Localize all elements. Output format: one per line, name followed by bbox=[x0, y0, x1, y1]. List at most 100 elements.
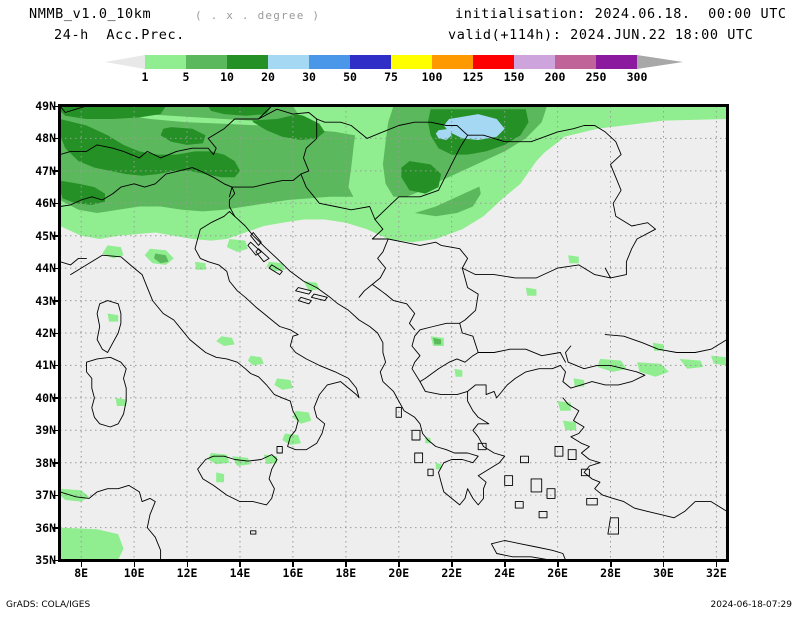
lon-tick-32E bbox=[715, 562, 718, 567]
lat-label-48N: 48N bbox=[35, 131, 56, 146]
colorbar-tick-250: 250 bbox=[585, 70, 607, 84]
border-gr-tr bbox=[559, 352, 566, 363]
lon-label-28E: 28E bbox=[600, 566, 621, 580]
coastline-island-2 bbox=[530, 478, 543, 493]
border-bg-ro-danube bbox=[387, 228, 656, 279]
coastline-dalmatian-island-6 bbox=[297, 296, 312, 305]
coastline-island-15 bbox=[554, 446, 564, 457]
colorbar-bands bbox=[145, 55, 637, 69]
border-bg-ro-east bbox=[604, 267, 611, 279]
coastline-sardinia bbox=[86, 356, 127, 428]
precip-hungary-blue-core bbox=[443, 114, 505, 140]
coastline-island-12 bbox=[395, 407, 402, 418]
lat-tick-46N bbox=[53, 202, 58, 205]
lon-label-24E: 24E bbox=[494, 566, 516, 580]
lon-tick-26E bbox=[557, 562, 559, 567]
lat-tick-45N bbox=[53, 235, 58, 237]
border-alpine-north bbox=[60, 118, 259, 159]
lon-tick-12E bbox=[186, 562, 189, 567]
precip-serbia-spot-in bbox=[433, 337, 442, 345]
colorbar-band-10-20 bbox=[227, 55, 268, 69]
lat-label-47N: 47N bbox=[35, 163, 56, 178]
colorbar-band-30-50 bbox=[309, 55, 350, 69]
precip-adriatic-n bbox=[195, 261, 206, 270]
precip-corsica bbox=[107, 313, 119, 322]
lat-tick-39N bbox=[53, 429, 58, 432]
coastline-island-17 bbox=[250, 530, 257, 535]
colorbar: 1 5 10 20 30 50 75 100 125 150 200 250 300 bbox=[0, 48, 800, 84]
coastline-crete bbox=[490, 540, 566, 560]
lat-label-36N: 36N bbox=[35, 520, 56, 535]
precip-hungary-core-s bbox=[401, 161, 442, 194]
lat-label-40N: 40N bbox=[35, 390, 56, 405]
coastline-island-8 bbox=[514, 501, 524, 509]
model-units-label: ( . x . degree ) bbox=[195, 9, 321, 22]
lon-tick-8E bbox=[80, 562, 83, 567]
lat-label-44N: 44N bbox=[35, 261, 56, 276]
lat-label-49N: 49N bbox=[35, 99, 56, 113]
coastline-marmara bbox=[562, 345, 646, 389]
lon-label-18E: 18E bbox=[335, 566, 357, 580]
colorbar-band-20-30 bbox=[268, 55, 309, 69]
border-hu-ro bbox=[374, 134, 469, 220]
precip-calabria-1 bbox=[292, 410, 312, 424]
border-sk-hu bbox=[316, 118, 469, 139]
lon-tick-22E bbox=[451, 562, 453, 567]
coastline-island-11 bbox=[411, 429, 421, 441]
coastline-sicily bbox=[197, 454, 278, 506]
coastline-island-9 bbox=[477, 442, 487, 451]
lon-label-30E: 30E bbox=[653, 566, 674, 580]
lat-tick-44N bbox=[53, 267, 58, 270]
coastline-island-7 bbox=[538, 510, 548, 519]
coastline-dalmatian-island-2 bbox=[255, 248, 270, 263]
precip-bavaria-core bbox=[60, 106, 166, 119]
lat-label-45N: 45N bbox=[35, 228, 56, 243]
precip-alps-core-west bbox=[60, 180, 105, 205]
border-bg-south bbox=[459, 267, 561, 357]
colorbar-band-150-200 bbox=[514, 55, 555, 69]
lat-tick-41N bbox=[53, 364, 58, 367]
coastline-island-5 bbox=[580, 468, 590, 477]
coastline-island-4 bbox=[567, 449, 577, 460]
precip-turkey-n2 bbox=[711, 355, 727, 366]
colorbar-tick-75: 75 bbox=[384, 70, 398, 84]
border-mk-gr bbox=[419, 352, 479, 383]
lat-label-39N: 39N bbox=[35, 423, 56, 438]
colorbar-tick-300: 300 bbox=[626, 70, 648, 84]
lon-tick-28E bbox=[610, 562, 612, 567]
lon-tick-24E bbox=[504, 562, 506, 567]
lat-tick-35N bbox=[53, 559, 58, 561]
colorbar-band-125-150 bbox=[473, 55, 514, 69]
lat-tick-40N bbox=[53, 397, 58, 399]
lon-tick-20E bbox=[398, 562, 400, 567]
border-at-hu-si bbox=[231, 118, 318, 188]
lon-label-14E: 14E bbox=[229, 566, 251, 580]
precip-izmir bbox=[562, 420, 577, 431]
colorbar-tick-150: 150 bbox=[503, 70, 525, 84]
lon-label-12E: 12E bbox=[176, 566, 198, 580]
lat-label-37N: 37N bbox=[35, 488, 56, 503]
colorbar-tick-10: 10 bbox=[220, 70, 234, 84]
precip-apennine-1 bbox=[216, 336, 235, 346]
coastline-balkans-adriatic bbox=[234, 215, 566, 506]
precipitation-map bbox=[60, 106, 727, 560]
precip-macedonia-spot bbox=[454, 368, 463, 377]
field-name-label: 24-h Acc.Prec. bbox=[54, 27, 185, 43]
footer-credit: GrADS: COLA/IGES bbox=[6, 600, 91, 610]
valid-time-label: valid(+114h): 2024.JUN.22 18:00 UTC bbox=[448, 27, 754, 43]
lon-label-22E: 22E bbox=[441, 566, 463, 580]
lat-label-43N: 43N bbox=[35, 293, 56, 308]
precip-turkey-n1 bbox=[679, 358, 704, 369]
border-ro-md-ua bbox=[467, 125, 656, 230]
precip-po-2 bbox=[102, 245, 124, 259]
lat-tick-43N bbox=[53, 300, 58, 302]
lat-tick-42N bbox=[53, 332, 58, 334]
lon-label-8E: 8E bbox=[74, 566, 89, 580]
lon-tick-16E bbox=[292, 562, 294, 567]
colorbar-band-1-5 bbox=[145, 55, 186, 69]
precipitation-layer bbox=[60, 106, 727, 560]
precip-slovakia-core bbox=[160, 127, 206, 145]
coastline-italy bbox=[70, 210, 360, 451]
lon-label-20E: 20E bbox=[388, 566, 410, 580]
lat-tick-49N bbox=[53, 105, 58, 107]
